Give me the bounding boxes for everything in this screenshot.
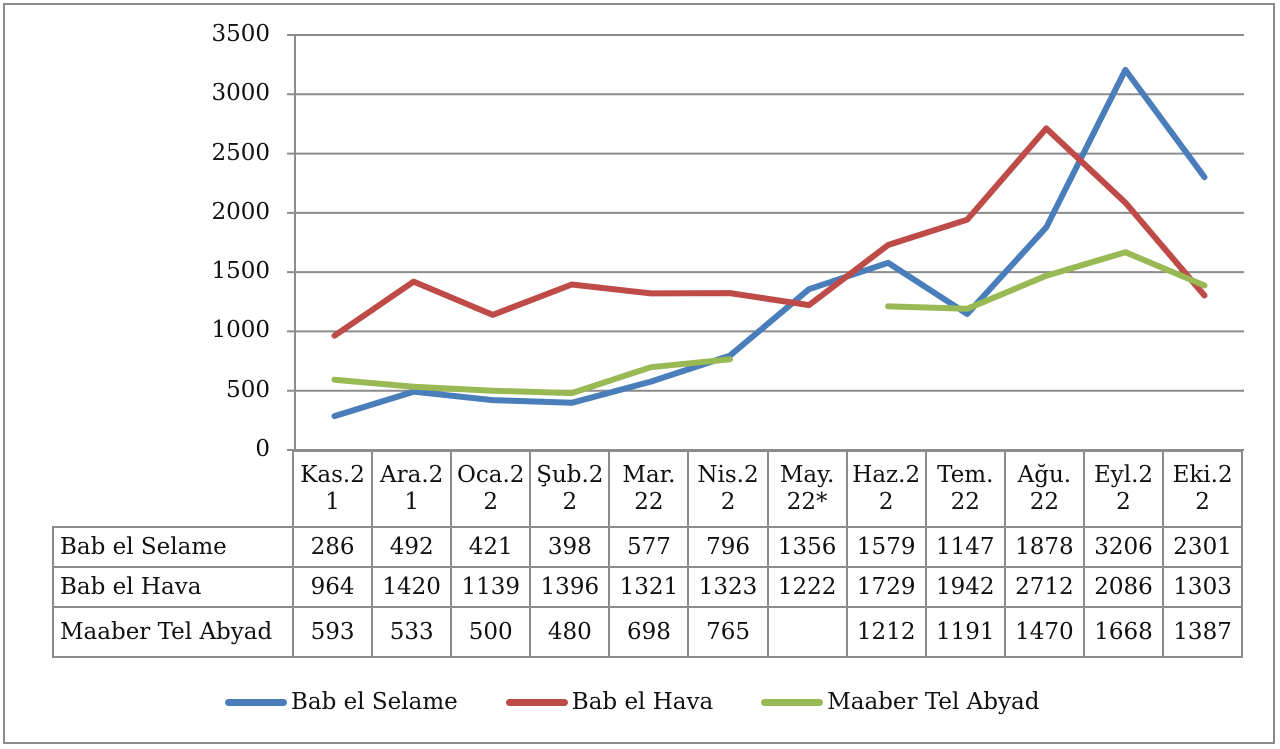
table-cell: 765 — [687, 606, 769, 658]
y-tick-label: 1000 — [211, 317, 270, 344]
table-header-cell: Tem. 22 — [924, 450, 1006, 528]
series-line-bab-el-hava — [331, 125, 1208, 339]
table-cell: 1222 — [766, 566, 848, 608]
table-header-cell: Eki.2 2 — [1162, 450, 1244, 528]
table-row: Maaber Tel Abyad 593 533 500 480 698 765 1212 11… — [52, 606, 1244, 658]
table-cell: 533 — [371, 606, 453, 658]
table-cell: 1323 — [687, 566, 769, 608]
table-cell: 1942 — [924, 566, 1006, 608]
table-header-cell: Haz.2 2 — [845, 450, 927, 528]
table-cell: 1420 — [371, 566, 453, 608]
y-tick-label: 3000 — [211, 80, 270, 107]
table-cell: 1321 — [608, 566, 690, 608]
chart-legend: Bab el Selame Bab el Hava Maaber Tel Abyad — [225, 686, 1087, 718]
series-line-maaber-tel-abyad — [885, 249, 1208, 312]
table-cell: 3206 — [1082, 526, 1165, 568]
table-cell: 1139 — [450, 566, 532, 608]
legend-item: Maaber Tel Abyad — [761, 689, 1039, 715]
table-corner-cell — [53, 451, 294, 528]
y-tick-label: 3500 — [211, 21, 270, 47]
table-cell: 1147 — [924, 526, 1006, 568]
table-cell: 2086 — [1082, 566, 1165, 608]
table-cell: 421 — [450, 526, 532, 568]
table-cell: 796 — [687, 526, 769, 568]
table-cell: 1470 — [1003, 606, 1085, 658]
table-cell: 1668 — [1082, 606, 1165, 658]
table-header-cell: Nis.2 2 — [687, 450, 769, 528]
table-cell: 698 — [608, 606, 690, 658]
table-cell: 1579 — [845, 526, 927, 568]
table-header-cell: Eyl.2 2 — [1082, 450, 1165, 528]
table-header-cell: Ağu. 22 — [1003, 450, 1085, 528]
legend-item: Bab el Selame — [225, 689, 458, 715]
table-cell: 1729 — [845, 566, 927, 608]
table-cell: 1303 — [1162, 566, 1244, 608]
table-cell: 1387 — [1162, 606, 1244, 658]
table-cell: 1396 — [529, 566, 611, 608]
legend-swatch-icon — [505, 698, 568, 706]
table-cell: 1212 — [845, 606, 927, 658]
table-row: Bab el Hava 964 1420 1139 1396 1321 1323 1222 17… — [52, 566, 1244, 608]
table-header-cell: Kas.2 1 — [291, 450, 374, 528]
legend-label: Bab el Selame — [291, 689, 458, 715]
legend-item: Bab el Hava — [505, 689, 714, 715]
legend-label: Maaber Tel Abyad — [827, 689, 1040, 715]
table-row-label: Bab el Selame — [52, 526, 294, 568]
series-line-maaber-tel-abyad — [331, 356, 733, 397]
table-row-label: Maaber Tel Abyad — [52, 606, 294, 658]
table-cell: 2712 — [1003, 566, 1085, 608]
legend-swatch-icon — [761, 698, 824, 706]
y-tick-label: 1500 — [211, 258, 270, 285]
table-header-cell: Ara.2 1 — [371, 450, 453, 528]
table-cell: 1878 — [1003, 526, 1085, 568]
table-cell: 1191 — [924, 606, 1006, 658]
table-cell: 577 — [608, 526, 690, 568]
legend-label: Bab el Hava — [571, 689, 714, 715]
table-cell: 286 — [291, 526, 374, 568]
series-line-bab-el-selame — [331, 66, 1208, 420]
table-cell: 500 — [450, 606, 532, 658]
table-header-row: Kas.2 1 Ara.2 1 Oca.2 2 Şub.2 2 Mar. 22 Nis.2 2 May.… — [53, 450, 1244, 528]
table-cell: 593 — [291, 606, 374, 658]
table-header-cell: Şub.2 2 — [529, 450, 611, 528]
table-header-cell: Oca.2 2 — [450, 450, 532, 528]
table-cell: 480 — [529, 606, 611, 658]
y-tick-label: 2000 — [211, 198, 270, 225]
table-row-label: Bab el Hava — [52, 566, 294, 608]
table-cell — [766, 606, 848, 658]
table-header-cell: May. 22* — [766, 450, 848, 528]
y-tick-label: 500 — [226, 376, 270, 403]
y-tick-label: 2500 — [211, 139, 270, 166]
table-cell: 964 — [291, 566, 374, 608]
legend-swatch-icon — [225, 698, 287, 706]
table-cell: 1356 — [766, 526, 848, 568]
table-header-cell: Mar. 22 — [608, 450, 690, 528]
data-table: Kas.2 1 Ara.2 1 Oca.2 2 Şub.2 2 Mar. 22 Nis.2 2 May.… — [52, 450, 1244, 658]
table-cell: 398 — [529, 526, 611, 568]
table-cell: 2301 — [1162, 526, 1244, 568]
table-cell: 492 — [371, 526, 453, 568]
table-row: Bab el Selame 286 492 421 398 577 796 1356 1579 1… — [52, 526, 1244, 568]
